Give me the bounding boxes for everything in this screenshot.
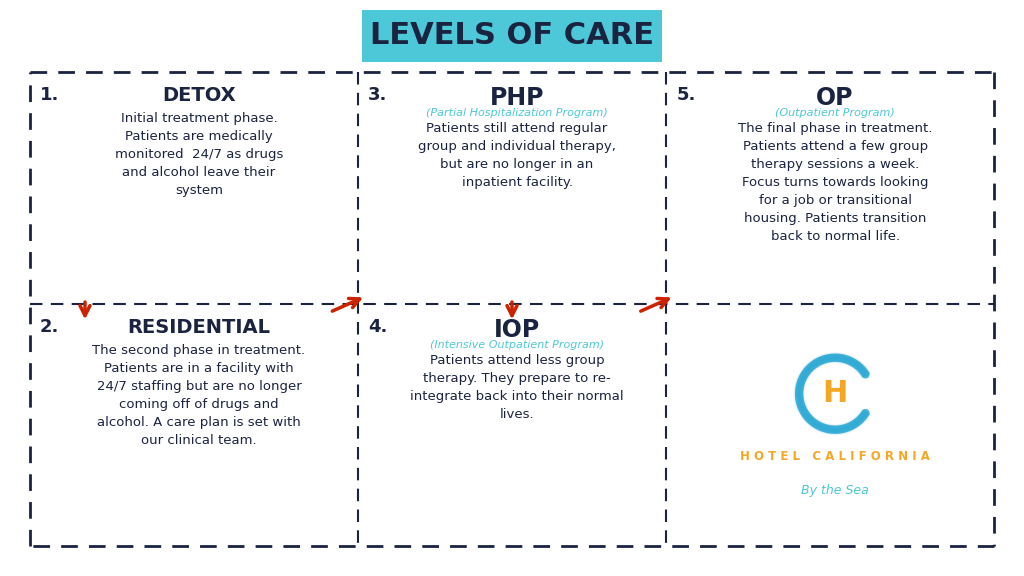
Text: PHP: PHP	[489, 86, 544, 110]
Text: (Partial Hospitalization Program): (Partial Hospitalization Program)	[426, 108, 608, 118]
Text: OP: OP	[816, 86, 854, 110]
Text: 2.: 2.	[40, 319, 59, 336]
Text: By the Sea: By the Sea	[801, 484, 869, 497]
Text: Patients still attend regular
group and individual therapy,
but are no longer in: Patients still attend regular group and …	[418, 122, 616, 189]
Text: 3.: 3.	[368, 86, 387, 104]
FancyBboxPatch shape	[362, 10, 662, 62]
Text: LEVELS OF CARE: LEVELS OF CARE	[370, 21, 654, 51]
Text: Initial treatment phase.
Patients are medically
monitored  24/7 as drugs
and alc: Initial treatment phase. Patients are me…	[115, 112, 283, 197]
Text: The second phase in treatment.
Patients are in a facility with
24/7 staffing but: The second phase in treatment. Patients …	[92, 344, 305, 447]
Text: 1.: 1.	[40, 86, 59, 104]
Text: H O T E L   C A L I F O R N I A: H O T E L C A L I F O R N I A	[740, 450, 930, 463]
Text: Patients attend less group
therapy. They prepare to re-
integrate back into thei: Patients attend less group therapy. They…	[411, 354, 624, 421]
Text: IOP: IOP	[494, 319, 540, 342]
Text: The final phase in treatment.
Patients attend a few group
therapy sessions a wee: The final phase in treatment. Patients a…	[738, 122, 932, 243]
Text: H: H	[822, 379, 848, 408]
Text: 4.: 4.	[368, 319, 387, 336]
Text: 5.: 5.	[676, 86, 695, 104]
Text: DETOX: DETOX	[162, 86, 236, 105]
Text: RESIDENTIAL: RESIDENTIAL	[127, 319, 270, 338]
Text: (Outpatient Program): (Outpatient Program)	[775, 108, 895, 118]
Text: (Intensive Outpatient Program): (Intensive Outpatient Program)	[430, 340, 604, 350]
